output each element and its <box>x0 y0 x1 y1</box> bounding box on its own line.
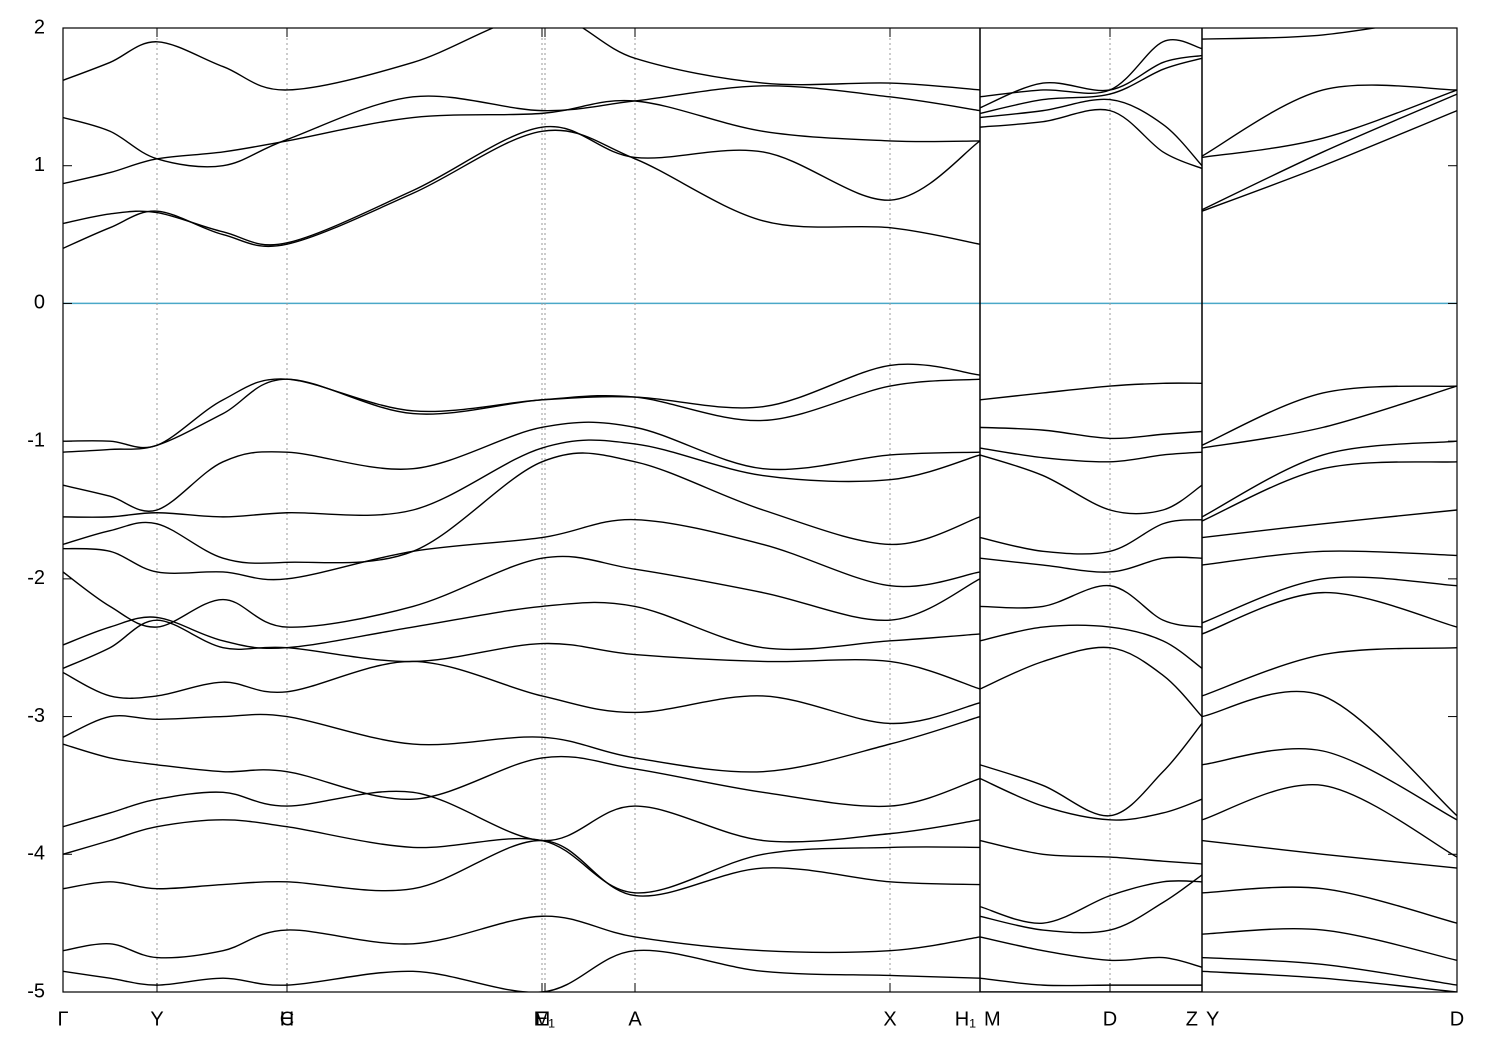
y-tick-label: -4 <box>27 843 45 865</box>
band <box>63 439 1457 522</box>
y-tick-label: 1 <box>34 154 45 176</box>
band <box>63 660 1457 817</box>
band <box>63 363 1457 449</box>
band <box>63 839 1457 968</box>
x-tick-label: A <box>628 1008 642 1030</box>
band <box>63 743 1457 865</box>
band <box>63 57 1457 185</box>
x-tick-label: H <box>280 1008 294 1030</box>
x-tick-label: X <box>883 1008 896 1030</box>
x-tick-label: D <box>1450 1008 1464 1030</box>
x-tick-label: C <box>280 1008 294 1030</box>
x-tick-label: E₁ <box>535 1008 555 1030</box>
band <box>63 54 1457 168</box>
y-tick-label: 0 <box>34 292 45 314</box>
y-tick-label: 2 <box>34 16 45 38</box>
band <box>63 591 1457 669</box>
x-tick-label: D <box>1103 1008 1117 1030</box>
x-tick-label: Y <box>1206 1008 1219 1030</box>
x-tick-label: Y <box>150 1008 163 1030</box>
band <box>63 452 1457 564</box>
bands <box>63 28 1457 992</box>
y-tick-label: -5 <box>27 980 45 1002</box>
y-tick-label: -2 <box>27 567 45 589</box>
x-tick-label: M <box>534 1008 551 1030</box>
band <box>63 421 1457 518</box>
y-tick-label: -1 <box>27 429 45 451</box>
plot-frame <box>62 27 1458 993</box>
x-tick-label: Z <box>1186 1008 1198 1030</box>
x-tick-label: M <box>984 1008 1001 1030</box>
y-tick-label: -3 <box>27 705 45 727</box>
band <box>63 378 1457 453</box>
band <box>63 790 1457 924</box>
band <box>63 619 1457 718</box>
band <box>63 915 1457 987</box>
band <box>63 518 1457 588</box>
x-tick-label: Γ <box>57 1008 68 1030</box>
band <box>63 28 1380 98</box>
band <box>63 555 1457 628</box>
band <box>63 108 1457 249</box>
band <box>63 713 1457 821</box>
x-tick-label: H₁ <box>955 1008 976 1030</box>
band <box>63 93 1457 246</box>
band <box>63 819 1457 934</box>
band <box>63 949 1457 992</box>
grid <box>63 28 1457 992</box>
